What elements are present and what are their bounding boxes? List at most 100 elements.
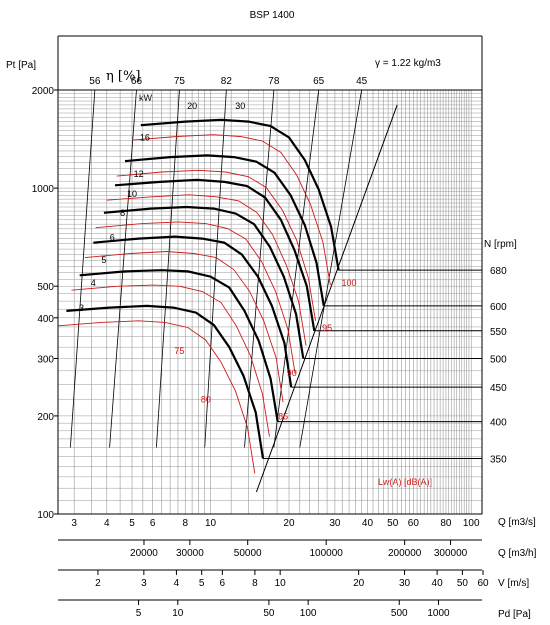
power-label: 10 xyxy=(127,189,137,199)
x-axis-velocity-tick-label: 40 xyxy=(432,578,444,589)
x-axis-velocity-tick-label: 6 xyxy=(220,578,226,589)
speed-tick-label: 400 xyxy=(490,418,507,429)
x-axis-pd-tick-label: 5 xyxy=(136,608,142,619)
x-tick-label-q-m3s: 4 xyxy=(104,518,110,529)
x-tick-label-q-m3s: 20 xyxy=(283,518,295,529)
efficiency-tick-label: 66 xyxy=(131,76,143,87)
x-tick-label-q-m3s: 50 xyxy=(387,518,399,529)
x-axis-velocity-tick-label: 3 xyxy=(141,578,147,589)
efficiency-line xyxy=(109,89,137,448)
speed-tick-label: 450 xyxy=(490,383,507,394)
x-axis-q-m3h-tick-label: 100000 xyxy=(309,548,343,559)
speed-tick-label: 500 xyxy=(490,355,507,366)
x-tick-label-q-m3s: 8 xyxy=(182,518,188,529)
power-label: 8 xyxy=(120,208,125,218)
power-label: 20 xyxy=(187,101,197,111)
y-tick-label: 400 xyxy=(37,314,54,325)
efficiency-tick-label: 65 xyxy=(313,76,325,87)
efficiency-label: η [%] xyxy=(106,69,140,84)
power-label: 6 xyxy=(110,233,115,243)
x-tick-label-q-m3s: 3 xyxy=(71,518,77,529)
x-tick-label-q-m3s: 30 xyxy=(329,518,341,529)
power-label: 5 xyxy=(101,255,106,265)
x-tick-label-q-m3s: 80 xyxy=(440,518,452,529)
sound-level-label: 75 xyxy=(174,346,184,356)
y-tick-label: 200 xyxy=(37,412,54,423)
power-unit-label: kW xyxy=(139,93,153,103)
x-tick-label-q-m3s: 60 xyxy=(408,518,420,529)
density-note: γ = 1.22 kg/m3 xyxy=(375,58,441,69)
x-axis-q-m3h-tick-label: 300000 xyxy=(434,548,468,559)
sound-curve xyxy=(58,320,256,474)
speed-curve-680 xyxy=(140,118,340,271)
sound-level-label: 95 xyxy=(322,323,332,333)
x-axis-label-q-m3h: Q [m3/h] xyxy=(498,548,537,559)
speed-tick-label: 350 xyxy=(490,455,507,466)
x-axis-velocity-tick-label: 8 xyxy=(252,578,258,589)
x-axis-q-m3h-tick-label: 50000 xyxy=(234,548,262,559)
x-axis-velocity-tick-label: 10 xyxy=(275,578,287,589)
x-tick-label-q-m3s: 10 xyxy=(205,518,217,529)
sound-label: Lw(A) [dB(A)] xyxy=(378,477,432,487)
efficiency-line xyxy=(69,89,96,448)
efficiency-line xyxy=(299,89,363,448)
efficiency-line xyxy=(244,89,275,448)
x-axis-pd-tick-label: 500 xyxy=(391,608,408,619)
efficiency-line xyxy=(155,89,180,448)
series-curves xyxy=(58,89,398,493)
x-axis-velocity-tick-label: 2 xyxy=(95,578,101,589)
speed-curve-400 xyxy=(79,269,279,422)
speed-curve-450 xyxy=(93,235,293,388)
sound-curve xyxy=(106,194,307,346)
efficiency-tick-label: 82 xyxy=(221,76,233,87)
power-label: 16 xyxy=(140,132,150,142)
efficiency-tick-label: 78 xyxy=(268,76,280,87)
x-axis-label-q-m3s: Q [m3/s] xyxy=(498,517,536,528)
sound-level-label: 90 xyxy=(287,368,297,378)
y-tick-label: 300 xyxy=(37,355,54,366)
efficiency-line xyxy=(273,89,320,448)
x-axis-q-m3h-tick-label: 200000 xyxy=(388,548,422,559)
y-tick-label: 1000 xyxy=(32,184,55,195)
sound-curve xyxy=(85,251,284,403)
speed-curve-600 xyxy=(124,154,325,307)
sound-level-label: 85 xyxy=(278,411,288,421)
operating-limit-line xyxy=(255,104,398,493)
sound-curve xyxy=(116,169,317,321)
axes xyxy=(54,35,484,605)
speed-tick-label: 550 xyxy=(490,327,507,338)
x-axis-velocity-tick-label: 4 xyxy=(174,578,180,589)
sound-level-label: 100 xyxy=(342,278,357,288)
power-label: 30 xyxy=(235,101,245,111)
sound-level-label: 80 xyxy=(201,394,211,404)
x-tick-label-q-m3s: 5 xyxy=(129,518,135,529)
x-tick-label-q-m3s: 6 xyxy=(150,518,156,529)
x-axis-pd-tick-label: 10 xyxy=(172,608,184,619)
speed-curve-500 xyxy=(103,205,305,359)
x-axis-q-m3h-tick-label: 20000 xyxy=(130,548,158,559)
chart-title: BSP 1400 xyxy=(250,10,295,21)
power-label: 12 xyxy=(134,169,144,179)
x-axis-label-velocity: V [m/s] xyxy=(498,578,529,589)
x-axis-velocity-tick-label: 30 xyxy=(399,578,411,589)
efficiency-line xyxy=(204,89,227,448)
y-tick-label: 500 xyxy=(37,282,54,293)
x-axis-q-m3h-tick-label: 30000 xyxy=(176,548,204,559)
speed-tick-label: 600 xyxy=(490,302,507,313)
efficiency-tick-label: 75 xyxy=(174,76,186,87)
speed-tick-label: 680 xyxy=(490,266,507,277)
x-axis-velocity-tick-label: 60 xyxy=(477,578,489,589)
speed-axis-label: N [rpm] xyxy=(484,239,517,250)
x-axis-velocity-tick-label: 50 xyxy=(457,578,469,589)
efficiency-tick-label: 56 xyxy=(89,76,101,87)
x-tick-label-q-m3s: 40 xyxy=(362,518,374,529)
plot-frame xyxy=(57,89,483,515)
power-label: 4 xyxy=(91,278,96,288)
x-axis-label-pd: Pd [Pa] xyxy=(498,609,531,620)
x-axis-pd-tick-label: 1000 xyxy=(427,608,450,619)
sound-curve xyxy=(71,284,270,437)
x-axis-velocity-tick-label: 5 xyxy=(199,578,205,589)
speed-curve-550 xyxy=(114,178,316,331)
